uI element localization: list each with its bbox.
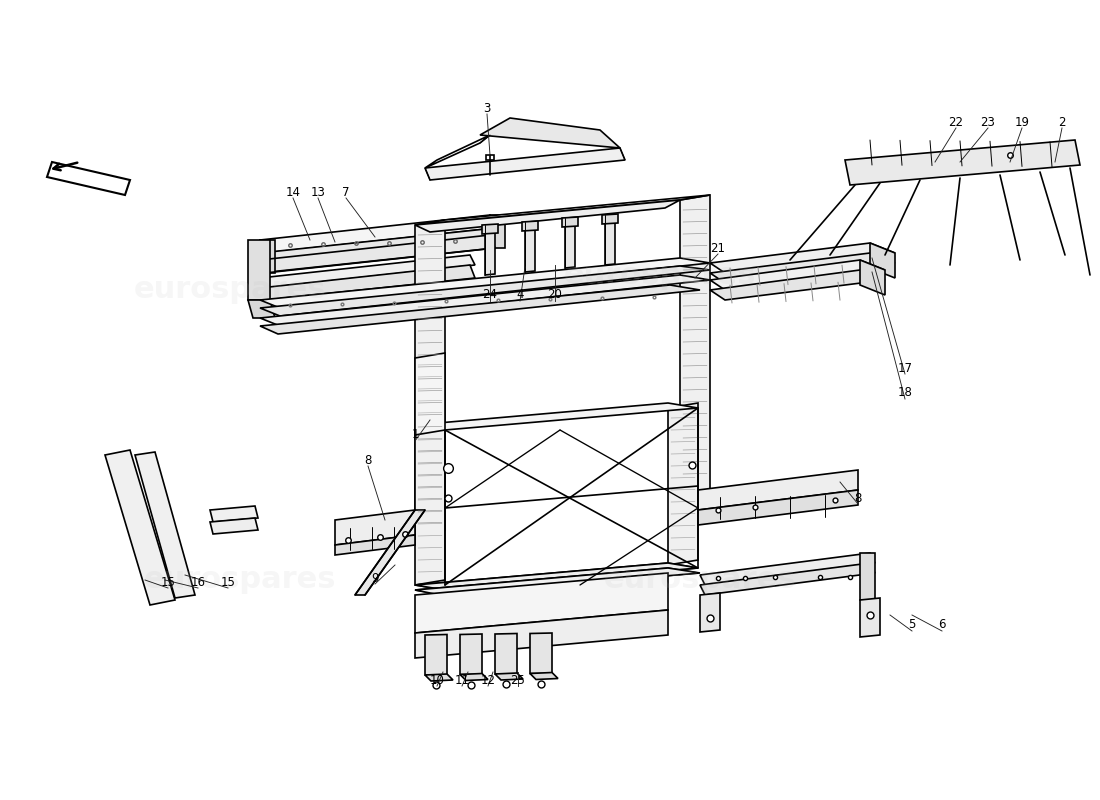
Polygon shape [104,450,175,605]
Text: 20: 20 [548,289,562,302]
Text: 3: 3 [483,102,491,114]
Text: 23: 23 [980,115,996,129]
Polygon shape [495,634,517,674]
Text: 14: 14 [286,186,300,198]
Polygon shape [562,217,578,227]
Polygon shape [260,275,710,326]
Polygon shape [710,253,895,283]
Text: 16: 16 [190,575,206,589]
Polygon shape [860,553,875,600]
Polygon shape [336,510,415,545]
Polygon shape [260,228,495,273]
Polygon shape [415,568,700,595]
Text: 1: 1 [411,429,419,442]
Text: 10: 10 [430,674,444,686]
Polygon shape [260,258,710,308]
Polygon shape [336,535,415,555]
Text: 21: 21 [711,242,726,254]
Polygon shape [602,214,618,224]
Polygon shape [210,506,258,522]
Polygon shape [860,598,880,637]
Polygon shape [460,674,488,681]
Polygon shape [530,673,558,679]
Polygon shape [260,265,475,300]
Polygon shape [845,140,1080,185]
Polygon shape [605,215,615,265]
Polygon shape [460,634,482,674]
Polygon shape [260,240,275,273]
Polygon shape [135,452,195,598]
Text: 19: 19 [1014,115,1030,129]
Polygon shape [210,518,258,534]
Polygon shape [870,243,895,278]
Polygon shape [525,222,535,272]
Polygon shape [495,673,522,680]
Polygon shape [700,563,874,595]
Text: 25: 25 [510,674,526,686]
Polygon shape [565,218,575,268]
Text: 6: 6 [938,618,946,631]
Text: 13: 13 [310,186,326,198]
Text: 15: 15 [161,575,175,589]
Polygon shape [480,118,620,148]
Polygon shape [415,563,698,590]
Text: 11: 11 [454,674,470,686]
Text: 12: 12 [481,674,495,686]
Text: 15: 15 [221,575,235,589]
Polygon shape [485,225,495,275]
Polygon shape [490,215,505,248]
Polygon shape [698,470,858,510]
Polygon shape [700,593,720,632]
Polygon shape [415,568,698,595]
Polygon shape [260,266,710,316]
Polygon shape [482,224,498,234]
Polygon shape [425,634,447,675]
Polygon shape [700,553,874,585]
Text: 5: 5 [909,618,915,631]
Text: 8: 8 [364,454,372,466]
Polygon shape [425,148,625,180]
Polygon shape [415,220,446,535]
Polygon shape [668,403,698,565]
Polygon shape [710,260,886,290]
Polygon shape [415,403,698,430]
Text: 17: 17 [898,362,913,374]
Polygon shape [260,215,495,253]
Text: 9: 9 [372,571,378,585]
Polygon shape [248,300,275,318]
Polygon shape [860,260,886,295]
Text: eurospares: eurospares [604,566,796,594]
Polygon shape [248,240,270,300]
Polygon shape [260,285,700,334]
Text: eurospares: eurospares [134,275,327,305]
Polygon shape [530,633,552,674]
Text: 8: 8 [855,491,861,505]
Polygon shape [415,200,680,232]
Polygon shape [415,610,668,658]
Polygon shape [415,573,668,633]
Text: 24: 24 [483,289,497,302]
Text: 22: 22 [948,115,964,129]
Polygon shape [425,674,453,681]
Polygon shape [415,195,710,225]
Polygon shape [522,221,538,231]
Text: 18: 18 [898,386,912,399]
Polygon shape [355,510,425,595]
Text: eurospares: eurospares [563,261,757,290]
Text: 7: 7 [342,186,350,198]
Polygon shape [710,243,895,273]
Polygon shape [698,490,858,525]
Polygon shape [710,270,886,300]
Text: 2: 2 [1058,115,1066,129]
Polygon shape [260,255,475,288]
Polygon shape [415,425,446,585]
Polygon shape [415,353,446,435]
Polygon shape [680,195,710,495]
Text: eurospares: eurospares [144,566,337,594]
Polygon shape [415,563,698,590]
Text: 4: 4 [516,289,524,302]
